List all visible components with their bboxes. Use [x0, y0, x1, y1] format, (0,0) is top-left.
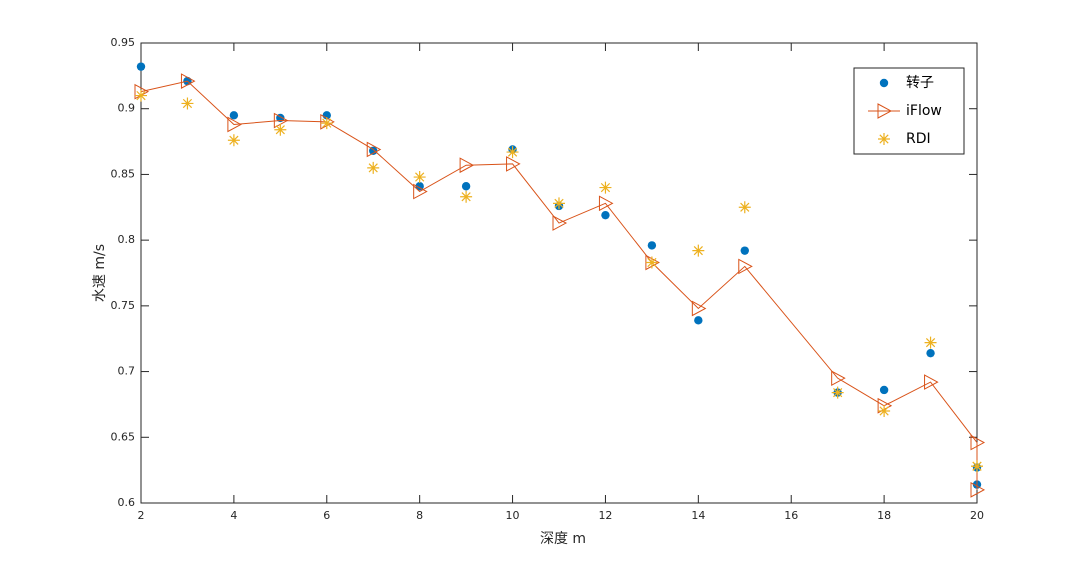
- x-tick-label: 8: [416, 509, 423, 522]
- x-axis-label: 深度 m: [540, 531, 586, 547]
- y-tick-label: 0.7: [118, 365, 136, 378]
- point: [599, 181, 612, 194]
- point: [738, 201, 751, 214]
- point: [553, 197, 565, 210]
- point: [229, 111, 239, 120]
- point: [740, 246, 749, 255]
- x-tick-label: 6: [323, 509, 330, 522]
- point: [831, 370, 846, 386]
- point: [413, 183, 428, 200]
- point: [459, 157, 475, 174]
- point: [274, 123, 287, 136]
- plot-frame: [140, 42, 978, 504]
- point: [831, 386, 844, 399]
- y-tick-label: 0.65: [111, 430, 136, 443]
- x-tick-label: 20: [970, 509, 984, 522]
- point: [320, 117, 333, 130]
- y-tick-label: 0.8: [118, 233, 136, 246]
- point: [645, 256, 658, 269]
- point: [506, 156, 521, 172]
- point: [227, 134, 240, 147]
- point: [926, 348, 935, 358]
- point: [367, 161, 380, 174]
- point: [970, 482, 986, 498]
- point: [598, 195, 614, 212]
- point: [924, 336, 937, 349]
- point: [647, 241, 657, 250]
- point: [136, 62, 146, 71]
- y-tick-label: 0.95: [111, 36, 136, 49]
- legend-label: iFlow: [906, 103, 942, 119]
- point: [601, 210, 610, 220]
- y-tick-label: 0.85: [111, 167, 136, 180]
- y-axis-label: 水速 m/s: [92, 244, 108, 302]
- y-tick-label: 0.9: [118, 102, 136, 115]
- x-tick-label: 12: [598, 509, 612, 522]
- point: [366, 141, 382, 158]
- point: [461, 182, 471, 191]
- point: [413, 171, 426, 184]
- x-tick-label: 2: [138, 509, 145, 522]
- point: [180, 73, 196, 89]
- point: [738, 258, 753, 275]
- y-tick-label: 0.75: [111, 299, 136, 312]
- point: [970, 434, 986, 451]
- y-tick-label: 0.6: [118, 496, 136, 509]
- legend-marker: [878, 133, 890, 145]
- point: [460, 190, 473, 203]
- x-tick-label: 10: [506, 509, 520, 522]
- point: [506, 146, 519, 159]
- legend-marker: [877, 103, 893, 119]
- x-tick-label: 4: [230, 509, 237, 522]
- x-tick-label: 14: [691, 509, 705, 522]
- point: [694, 316, 703, 325]
- point: [879, 385, 889, 395]
- legend-label: RDI: [906, 131, 931, 147]
- legend-marker: [879, 78, 889, 88]
- point: [878, 405, 891, 417]
- point: [135, 89, 147, 102]
- point: [691, 300, 707, 317]
- x-tick-label: 18: [877, 509, 891, 522]
- point: [971, 460, 983, 473]
- legend-label: 转子: [906, 75, 934, 91]
- point: [181, 97, 194, 110]
- point: [552, 215, 568, 231]
- point: [227, 116, 242, 133]
- point: [692, 244, 705, 257]
- point: [924, 374, 939, 390]
- x-tick-label: 16: [784, 509, 798, 522]
